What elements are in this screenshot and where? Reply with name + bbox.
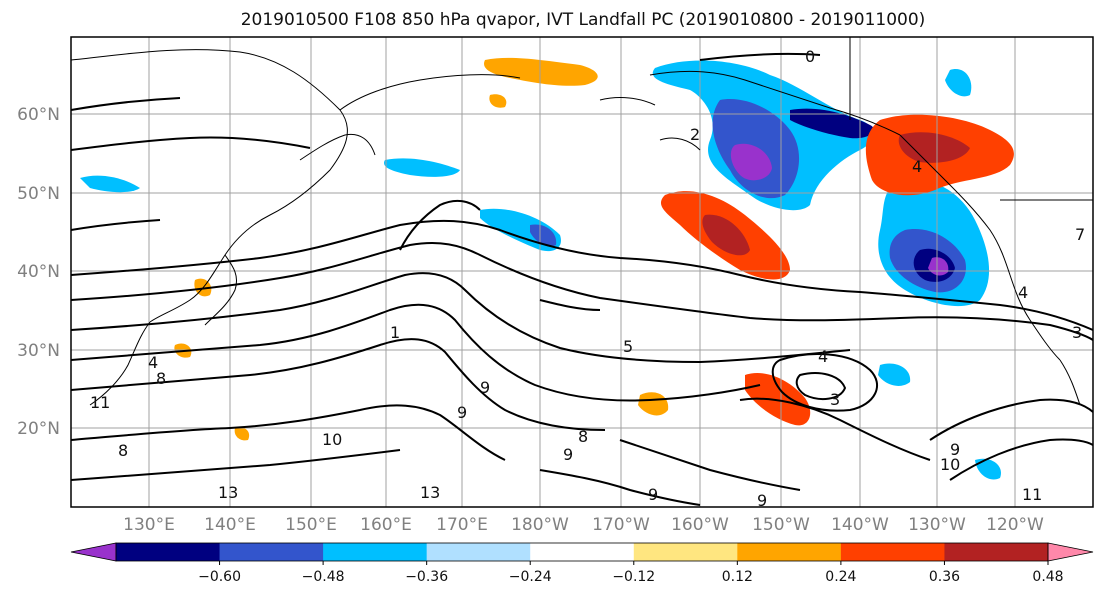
figure-title: 2019010500 F108 850 hPa qvapor, IVT Land… <box>241 10 926 30</box>
contour-label: 9 <box>480 378 490 397</box>
contour-label: 1 <box>390 323 400 342</box>
colorbar-segment <box>530 543 635 561</box>
colorbar-tick-label: −0.60 <box>198 569 241 585</box>
colorbar-tick-label: −0.36 <box>405 569 448 585</box>
contour-label: 8 <box>118 441 128 460</box>
lon-label-130e: 130°E <box>123 515 175 535</box>
colorbar-tick-label: −0.12 <box>612 569 655 585</box>
contour-labels: 0 2 4 5 4 3 9 9 9 9 9 10 11 13 13 8 8 4 … <box>90 47 1085 510</box>
contour-label: 9 <box>457 403 467 422</box>
colorbar-tick-label: −0.24 <box>509 569 552 585</box>
contour-label: 9 <box>757 491 767 510</box>
positive-patch-canada-core <box>898 132 970 163</box>
contour-label: 0 <box>805 47 815 66</box>
coastlines <box>70 37 1093 406</box>
positive-patch-subtropical <box>745 372 811 426</box>
colorbar: −0.60 −0.48 −0.36 −0.24 −0.12 0.12 0.24 0.36 0.4… <box>70 542 1094 585</box>
contour-label: 10 <box>940 455 960 474</box>
colorbar-segment <box>116 543 221 561</box>
lat-label-60n: 60°N <box>17 105 60 125</box>
positive-patch-bering <box>484 57 598 86</box>
lon-label-180w: 180°W <box>511 515 569 535</box>
anomaly-shading <box>80 57 1014 480</box>
contour-label: 3 <box>830 390 840 409</box>
lon-label-170e: 170°E <box>436 515 488 535</box>
contour-label: 13 <box>218 483 238 502</box>
colorbar-segment <box>840 543 945 561</box>
negative-patch-alaska-peak <box>730 143 772 181</box>
negative-patch-kamchatka <box>384 158 460 177</box>
lon-label-130w: 130°W <box>908 515 966 535</box>
latitude-labels: 60°N 50°N 40°N 30°N 20°N <box>17 105 60 439</box>
map-frame <box>70 36 1094 508</box>
contour-label: 11 <box>90 393 110 412</box>
lon-label-150e: 150°E <box>285 515 337 535</box>
colorbar-segments <box>70 542 1094 562</box>
negative-patch-yukon <box>945 69 972 97</box>
colorbar-ticks: −0.60 −0.48 −0.36 −0.24 −0.12 0.12 0.24 0.36 0.4… <box>198 561 1064 585</box>
map-panel: 0 2 4 5 4 3 9 9 9 9 9 10 11 13 13 8 8 4 … <box>70 36 1094 510</box>
negative-patch-wpac-core <box>530 224 557 247</box>
colorbar-segment <box>323 543 428 561</box>
lon-label-120w: 120°W <box>986 515 1044 535</box>
contour-label: 4 <box>912 157 922 176</box>
colorbar-tick-label: 0.12 <box>722 569 753 585</box>
contour-label: 5 <box>623 337 633 356</box>
lat-label-50n: 50°N <box>17 184 60 204</box>
colorbar-extend-high <box>1047 542 1094 562</box>
negative-patch-southeast <box>975 458 1001 480</box>
contour-label: 9 <box>950 440 960 459</box>
contour-label: 11 <box>1022 485 1042 504</box>
negative-patch-siberia <box>80 175 140 193</box>
contour-label: 10 <box>322 430 342 449</box>
colorbar-extend-low <box>70 542 117 562</box>
contour-label: 8 <box>156 369 166 388</box>
colorbar-segment <box>737 543 842 561</box>
contour-label: 2 <box>690 125 700 144</box>
colorbar-frame <box>115 542 1049 562</box>
contour-label: 8 <box>578 427 588 446</box>
positive-patch-bering-small <box>489 94 507 108</box>
colorbar-segment <box>426 543 531 561</box>
lat-label-30n: 30°N <box>17 341 60 361</box>
positive-patch-npac-core <box>702 214 750 256</box>
contour-label: 3 <box>1072 323 1082 342</box>
lon-label-140e: 140°E <box>204 515 256 535</box>
lat-label-20n: 20°N <box>17 419 60 439</box>
colorbar-segment <box>944 543 1049 561</box>
contour-label: 9 <box>563 445 573 464</box>
contour-label: 4 <box>818 347 828 366</box>
contour-label: 7 <box>1075 225 1085 244</box>
negative-patch-east <box>878 363 911 386</box>
contours <box>70 52 1094 506</box>
contour-label: 4 <box>1018 283 1028 302</box>
longitude-labels: 130°E 140°E 150°E 160°E 170°E 180°W 170°… <box>123 515 1044 535</box>
negative-patch-gulf <box>790 108 874 139</box>
contour-label: 13 <box>420 483 440 502</box>
lat-label-40n: 40°N <box>17 262 60 282</box>
contour-label: 9 <box>648 485 658 504</box>
colorbar-segment <box>219 543 324 561</box>
lon-label-170w: 170°W <box>592 515 650 535</box>
lon-label-160w: 160°W <box>671 515 729 535</box>
lon-label-150w: 150°W <box>752 515 810 535</box>
colorbar-tick-label: −0.48 <box>302 569 345 585</box>
colorbar-tick-label: 0.36 <box>929 569 960 585</box>
colorbar-segment <box>633 543 738 561</box>
lon-label-140w: 140°W <box>831 515 889 535</box>
positive-patch-midpac <box>638 392 669 416</box>
colorbar-tick-label: 0.24 <box>825 569 856 585</box>
positive-patch-wp2 <box>234 427 250 441</box>
colorbar-tick-label: 0.48 <box>1032 569 1063 585</box>
contour-label: 4 <box>148 353 158 372</box>
lon-label-160e: 160°E <box>360 515 412 535</box>
